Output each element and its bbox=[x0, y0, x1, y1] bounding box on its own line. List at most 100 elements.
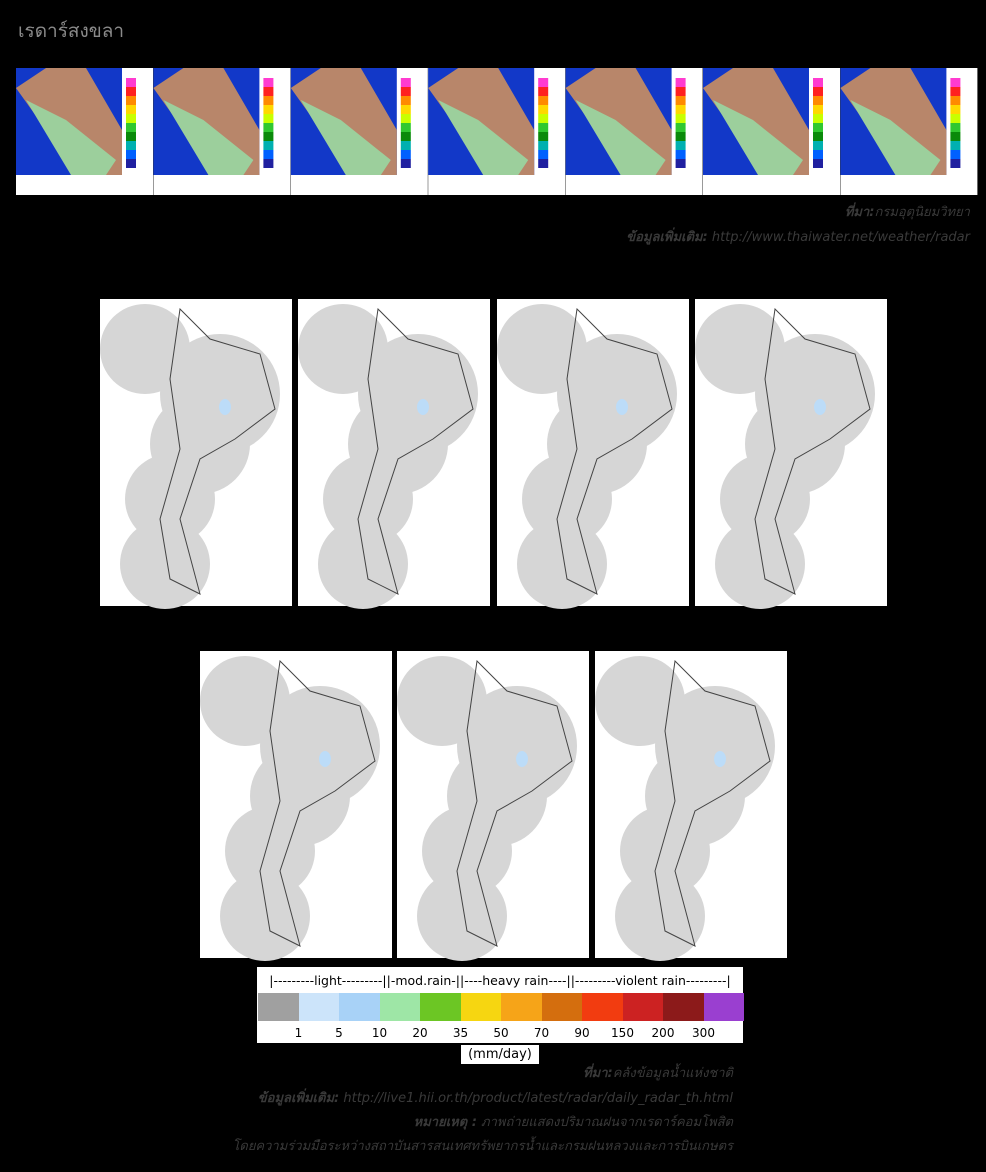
legend-tick-label: 5 bbox=[335, 1026, 343, 1040]
radar-scale bbox=[675, 159, 686, 168]
radar-scale bbox=[813, 132, 823, 141]
radar-scale bbox=[263, 87, 274, 96]
more-line: ข้อมูลเพิ่มเติม: http://www.thaiwater.ne… bbox=[626, 226, 970, 247]
source-line: ที่มา:คลังข้อมูลน้ำแห่งชาติ bbox=[583, 1062, 733, 1083]
radar-scale bbox=[400, 114, 411, 123]
note-line: หมายเหตุ : ภาพถ่ายแสดงปริมาณฝนจากเรดาร์ค… bbox=[414, 1111, 733, 1132]
legend-header: |---------light---------||-mod.rain-||--… bbox=[269, 973, 731, 988]
composite-map bbox=[397, 651, 589, 961]
radar-scale bbox=[813, 78, 823, 87]
radar-scale bbox=[538, 114, 549, 123]
radar-scale bbox=[538, 141, 549, 150]
country-outline bbox=[456, 659, 573, 947]
legend-swatch bbox=[703, 993, 744, 1021]
legend-swatch bbox=[582, 993, 623, 1021]
radar-scale bbox=[126, 78, 136, 87]
source: คลังข้อมูลน้ำแห่งชาติ bbox=[612, 1066, 733, 1081]
more-label: ข้อมูลเพิ่มเติม: bbox=[626, 230, 708, 245]
source-label: ที่มา: bbox=[583, 1066, 613, 1081]
radar-scale bbox=[538, 105, 549, 114]
radar-scale bbox=[950, 123, 961, 132]
radar-scale bbox=[813, 159, 823, 168]
rain-area bbox=[417, 399, 429, 415]
composite-map bbox=[100, 299, 292, 609]
legend-swatch bbox=[379, 993, 420, 1021]
radar-image bbox=[840, 68, 978, 195]
radar-scale bbox=[126, 105, 136, 114]
radar-scale bbox=[126, 141, 136, 150]
radar-scale bbox=[675, 123, 686, 132]
radar-scale bbox=[263, 132, 274, 141]
legend-tick-label: 200 bbox=[651, 1026, 675, 1040]
rain-area bbox=[814, 399, 826, 415]
legend-tick-label: 10 bbox=[371, 1026, 388, 1040]
radar-scale bbox=[400, 123, 411, 132]
source: กรมอุตุนิยมวิทยา bbox=[874, 205, 970, 220]
legend-swatch bbox=[501, 993, 542, 1021]
radar-scale bbox=[126, 96, 136, 105]
radar-scale bbox=[675, 150, 686, 159]
radar-peninsula bbox=[850, 100, 941, 175]
radar-scale bbox=[400, 87, 411, 96]
radar-scale bbox=[675, 96, 686, 105]
legend-swatch bbox=[339, 993, 380, 1021]
rain-area bbox=[616, 399, 628, 415]
more-link[interactable]: http://live1.hii.or.th/product/latest/ra… bbox=[343, 1091, 733, 1106]
radar-scale bbox=[126, 114, 136, 123]
radar-scale bbox=[950, 96, 961, 105]
radar-range bbox=[720, 454, 810, 544]
radar-peninsula bbox=[575, 100, 666, 175]
country-outline bbox=[259, 659, 376, 947]
more-link[interactable]: http://www.thaiwater.net/weather/radar bbox=[711, 230, 970, 245]
radar-scale bbox=[126, 150, 136, 159]
radar-image bbox=[565, 68, 703, 195]
rain-area bbox=[219, 399, 231, 415]
radar-scale bbox=[813, 87, 823, 96]
composite-map bbox=[298, 299, 490, 609]
radar-scale bbox=[675, 105, 686, 114]
credit: โดยความร่วมมือระหว่างสถาบันสารสนเทศทรัพย… bbox=[232, 1139, 733, 1154]
radar-scale bbox=[950, 132, 961, 141]
legend-tick-label: 20 bbox=[412, 1026, 428, 1040]
radar-scale bbox=[538, 159, 549, 168]
legend-swatch bbox=[420, 993, 461, 1021]
radar-scale bbox=[263, 96, 274, 105]
radar-peninsula bbox=[438, 100, 529, 175]
radar-scale bbox=[538, 132, 549, 141]
radar-scale bbox=[950, 87, 961, 96]
radar-scale bbox=[950, 105, 961, 114]
radar-scale bbox=[126, 123, 136, 132]
radar-range bbox=[318, 519, 408, 609]
more-line: ข้อมูลเพิ่มเติม: http://live1.hii.or.th/… bbox=[258, 1087, 733, 1108]
radar-image bbox=[703, 68, 840, 195]
legend-tick-label: 90 bbox=[574, 1026, 590, 1040]
legend-tick-label: 300 bbox=[692, 1026, 715, 1040]
radar-scale bbox=[675, 132, 686, 141]
radar-scale bbox=[950, 141, 961, 150]
radar-scale bbox=[400, 96, 411, 105]
radar-image bbox=[153, 68, 291, 195]
note: ภาพถ่ายแสดงปริมาณฝนจากเรดาร์คอมโพสิต bbox=[481, 1115, 733, 1130]
rain-area bbox=[714, 751, 726, 767]
radar-scale bbox=[538, 123, 549, 132]
rain-area bbox=[516, 751, 528, 767]
radar-scale bbox=[400, 159, 411, 168]
radar-range bbox=[615, 871, 705, 961]
legend-tick-label: 1 bbox=[294, 1026, 303, 1040]
radar-scale bbox=[263, 105, 274, 114]
radar-scale bbox=[675, 141, 686, 150]
composite-map bbox=[497, 299, 689, 609]
radar-range bbox=[517, 519, 607, 609]
source-label: ที่มา: bbox=[844, 205, 875, 220]
radar-scale bbox=[950, 114, 961, 123]
radar-scale bbox=[675, 78, 686, 87]
country-outline bbox=[754, 307, 871, 595]
radar-scale bbox=[950, 159, 961, 168]
radar-peninsula bbox=[163, 100, 254, 175]
radar-scale bbox=[263, 78, 274, 87]
radar-scale bbox=[538, 87, 549, 96]
radar-range bbox=[220, 871, 310, 961]
radar-range bbox=[417, 871, 507, 961]
legend-swatch bbox=[460, 993, 501, 1021]
